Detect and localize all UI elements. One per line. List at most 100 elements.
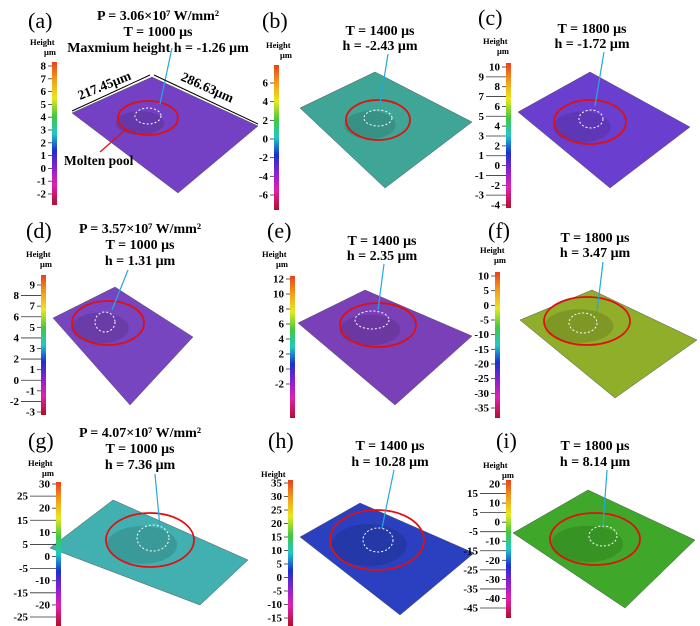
colorbar-tick-label: -25: [13, 612, 28, 624]
colorbar-tick-label: -25: [463, 564, 478, 576]
leader-line: [602, 469, 608, 527]
colorbar-tick-label: -1: [475, 170, 484, 182]
colorbar-tick-label: -5: [480, 315, 490, 327]
colorbar: [506, 63, 511, 208]
molten-pool-shading: [339, 314, 401, 346]
colorbar-tick-label: 4: [263, 96, 269, 108]
colorbar-unit: μm: [276, 259, 288, 269]
colorbar: [506, 480, 511, 618]
colorbar-tick-label: 4: [14, 332, 20, 344]
panel-label: (f): [488, 218, 510, 243]
colorbar-tick-label: -2: [491, 180, 501, 192]
colorbar-tick-label: 0: [279, 364, 285, 376]
colorbar-unit: μm: [502, 470, 514, 480]
colorbar-tick-label: 0: [41, 163, 47, 175]
colorbar-tick-label: -45: [463, 603, 478, 615]
molten-pool-shading: [551, 525, 623, 563]
colorbar-tick-label: 5: [479, 111, 485, 123]
leader-line: [381, 469, 395, 529]
colorbar-tick-label: 3: [30, 343, 36, 355]
colorbar-tick-label: 25: [271, 505, 283, 517]
height-map-surface: [52, 286, 194, 406]
colorbar-tick-label: 9: [479, 71, 485, 83]
colorbar-tick-label: 4: [279, 334, 285, 346]
panel-title-line: T = 1400 μs: [348, 234, 417, 249]
colorbar-tick-label: 5: [484, 285, 490, 297]
leader-line: [159, 47, 173, 105]
colorbar-tick-label: 1: [30, 364, 36, 376]
molten-pool-circle: [117, 100, 179, 136]
height-map-surface: [519, 289, 698, 399]
panel-title-line: h = 1.31 μm: [105, 254, 176, 269]
molten-pool-circle: [329, 509, 425, 571]
colorbar-tick-label: 0: [277, 572, 283, 584]
colorbar-tick-label: -6: [259, 190, 269, 202]
colorbar-tick-label: 2: [263, 115, 269, 127]
colorbar-tick-label: 5: [30, 322, 36, 334]
colorbar-tick-label: 10: [271, 545, 283, 557]
colorbar-tick-label: 10: [478, 271, 490, 283]
colorbar-tick-label: 0: [495, 517, 501, 529]
max-height-circle: [568, 312, 598, 334]
panel-title-line: h = 2.35 μm: [347, 249, 418, 264]
colorbar-tick-label: 2: [41, 137, 47, 149]
leader-line: [596, 261, 604, 313]
panel-title-line: Maxmium height h = -1.26 μm: [67, 41, 249, 56]
molten-pool-circle: [345, 99, 411, 141]
panel-title-line: h = 8.14 μm: [560, 455, 631, 470]
colorbar-tick-label: -2: [10, 396, 20, 408]
colorbar: [52, 62, 57, 205]
height-map-surface: [517, 71, 691, 189]
max-height-circle: [136, 524, 170, 552]
colorbar-tick-label: -30: [485, 574, 500, 586]
colorbar-tick-label: 0: [14, 375, 20, 387]
colorbar-tick-label: -10: [485, 536, 500, 548]
molten-pool-pointer: [99, 129, 126, 153]
molten-pool-shading: [331, 524, 407, 566]
colorbar-header: Height: [262, 249, 287, 259]
colorbar-tick-label: 2: [279, 349, 285, 361]
colorbar-tick-label: 12: [273, 274, 285, 286]
colorbar-tick-label: 4: [495, 121, 501, 133]
colorbar: [495, 272, 500, 418]
colorbar-unit: μm: [280, 50, 292, 60]
colorbar-tick-label: -25: [474, 373, 489, 385]
panel-label: (i): [496, 428, 517, 453]
colorbar-tick-label: -20: [474, 359, 489, 371]
molten-pool-circle: [71, 300, 145, 346]
colorbar-tick-label: -5: [469, 526, 479, 538]
dimension-arrow-width: [71, 74, 151, 112]
height-map-surface: [49, 499, 249, 606]
leader-line: [594, 51, 605, 107]
colorbar-tick-label: -5: [19, 563, 29, 575]
max-height-circle: [94, 311, 116, 333]
panel-title-line: h = -2.43 μm: [342, 39, 417, 54]
colorbar-tick-label: 5: [277, 559, 283, 571]
colorbar-tick-label: 8: [279, 304, 285, 316]
leader-line: [377, 263, 385, 311]
colorbar-tick-label: 6: [279, 319, 285, 331]
colorbar-tick-label: -10: [474, 329, 489, 341]
panel-title-line: P = 4.07×10⁷ W/mm²: [79, 426, 201, 441]
colorbar-tick-label: 1: [479, 150, 485, 162]
colorbar-tick-label: 7: [30, 301, 36, 313]
panel-title-line: T = 1400 μs: [346, 24, 415, 39]
panel-title-line: T = 1800 μs: [561, 439, 630, 454]
panel-title-line: h = 10.28 μm: [351, 455, 429, 470]
max-height-circle: [363, 109, 393, 127]
colorbar-tick-label: 9: [30, 280, 36, 292]
colorbar-tick-label: -20: [485, 555, 500, 567]
colorbar-tick-label: 5: [23, 539, 29, 551]
leader-line: [379, 53, 389, 105]
colorbar-header: Height: [483, 460, 508, 470]
colorbar-tick-label: 20: [489, 479, 501, 491]
colorbar-tick-label: 6: [495, 101, 501, 113]
colorbar-header: Height: [266, 40, 291, 50]
panel-title-line: P = 3.57×10⁷ W/mm²: [79, 222, 201, 237]
